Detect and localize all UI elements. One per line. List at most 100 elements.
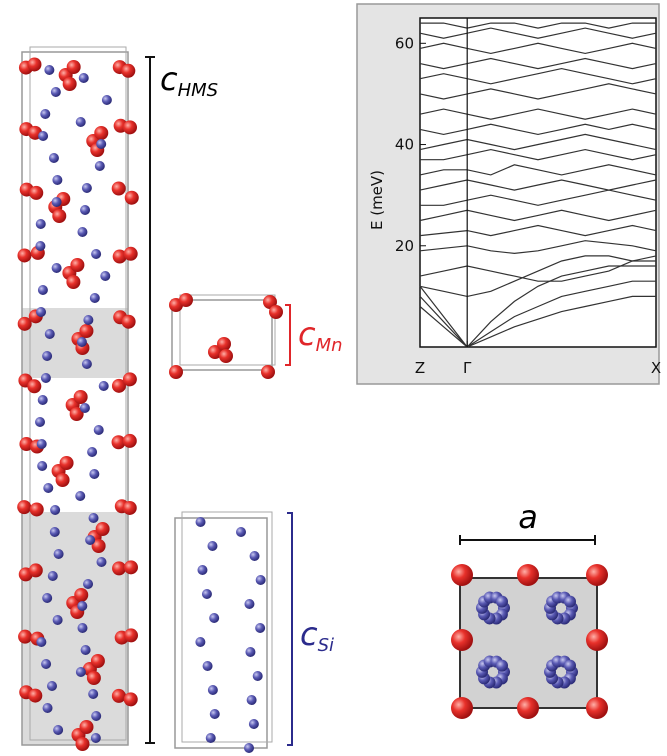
si-atom — [35, 241, 45, 251]
mn-atom — [75, 737, 89, 751]
si-atom — [38, 285, 48, 295]
mn-atom — [125, 191, 139, 205]
si-atom — [52, 263, 62, 273]
mn-atom — [30, 502, 44, 516]
si-atom — [48, 571, 58, 581]
mn-atom — [219, 349, 233, 363]
si-atom — [41, 373, 51, 383]
mn-atom — [123, 501, 137, 515]
mn-atom — [112, 561, 126, 575]
si-atom — [37, 439, 47, 449]
si-atom — [50, 505, 60, 515]
si-atom — [52, 175, 62, 185]
si-atom — [255, 623, 265, 633]
mn-atom — [27, 57, 41, 71]
mn-atom — [217, 337, 231, 351]
si-atom — [42, 593, 52, 603]
si-atom — [38, 131, 48, 141]
mn-atom — [121, 64, 135, 78]
mn-atom — [91, 654, 105, 668]
mn-atom — [79, 720, 93, 734]
si-atom — [209, 613, 219, 623]
si-atom — [99, 381, 109, 391]
si-atom — [35, 417, 45, 427]
mn-atom — [179, 293, 193, 307]
y-tick-label: 60 — [395, 34, 414, 52]
mn-atom — [70, 258, 84, 272]
mn-atom — [124, 628, 138, 642]
mn-atom — [261, 365, 275, 379]
si-atom — [89, 469, 99, 479]
mn-atom — [96, 522, 110, 536]
mn-atom — [123, 372, 137, 386]
si-atom — [80, 403, 90, 413]
mn-atom — [74, 390, 88, 404]
si-atom — [42, 351, 52, 361]
mn-atom — [74, 588, 88, 602]
si-atom — [244, 599, 254, 609]
si-atom — [236, 527, 246, 537]
si-atom — [247, 695, 257, 705]
si-atom — [210, 709, 220, 719]
mn-atom — [124, 692, 138, 706]
mn-atom — [27, 379, 41, 393]
si-atom — [82, 183, 92, 193]
si-atom — [85, 535, 95, 545]
si-atom — [196, 517, 206, 527]
si-atom — [202, 589, 212, 599]
mn-atom — [18, 630, 32, 644]
x-tick-label: Γ — [463, 359, 472, 377]
mn-bracket — [285, 305, 290, 365]
si-atom — [77, 227, 87, 237]
a-label: a — [518, 498, 538, 536]
c-hms-label: cHMS — [160, 60, 218, 101]
si-atom — [83, 315, 93, 325]
si-atom — [96, 139, 106, 149]
x-tick-label: X — [651, 359, 661, 377]
si-atom — [244, 743, 254, 753]
si-atom — [41, 659, 51, 669]
label-sub: HMS — [178, 80, 219, 101]
si-atom — [83, 579, 93, 589]
si-atom — [564, 660, 576, 672]
label-main: c — [160, 60, 178, 98]
si-atom — [90, 293, 100, 303]
mn-atom — [517, 564, 539, 586]
si-atom — [52, 197, 62, 207]
si-atom — [47, 681, 57, 691]
c-si-label: cSi — [300, 615, 334, 656]
si-atom — [250, 551, 260, 561]
mn-atom — [17, 500, 31, 514]
si-atom — [91, 711, 101, 721]
c-mn-label: cMn — [298, 315, 343, 356]
si-atom — [51, 87, 61, 97]
si-atom — [564, 596, 576, 608]
si-atom — [100, 271, 110, 281]
x-tick-label: Z — [415, 359, 425, 377]
si-atom — [79, 73, 89, 83]
si-atom — [102, 95, 112, 105]
shade — [22, 512, 128, 745]
si-atom — [38, 395, 48, 405]
label-sub: Mn — [316, 335, 343, 356]
si-bracket — [287, 513, 292, 745]
mn-atom — [112, 182, 126, 196]
si-atom — [94, 425, 104, 435]
si-atom — [88, 689, 98, 699]
si-atom — [43, 483, 53, 493]
si-atom — [82, 359, 92, 369]
si-atom — [50, 527, 60, 537]
si-atom — [49, 153, 59, 163]
si-atom — [75, 491, 85, 501]
mn-atom — [451, 697, 473, 719]
mn-atom — [56, 473, 70, 487]
mn-atom — [517, 697, 539, 719]
y-tick-label: 20 — [395, 237, 414, 255]
mn-atom — [17, 248, 31, 262]
mn-atom — [63, 77, 77, 91]
si-atom — [97, 557, 107, 567]
si-atom — [91, 249, 101, 259]
mn-atom — [123, 120, 137, 134]
label-main: c — [300, 615, 318, 653]
mn-atom — [29, 186, 43, 200]
